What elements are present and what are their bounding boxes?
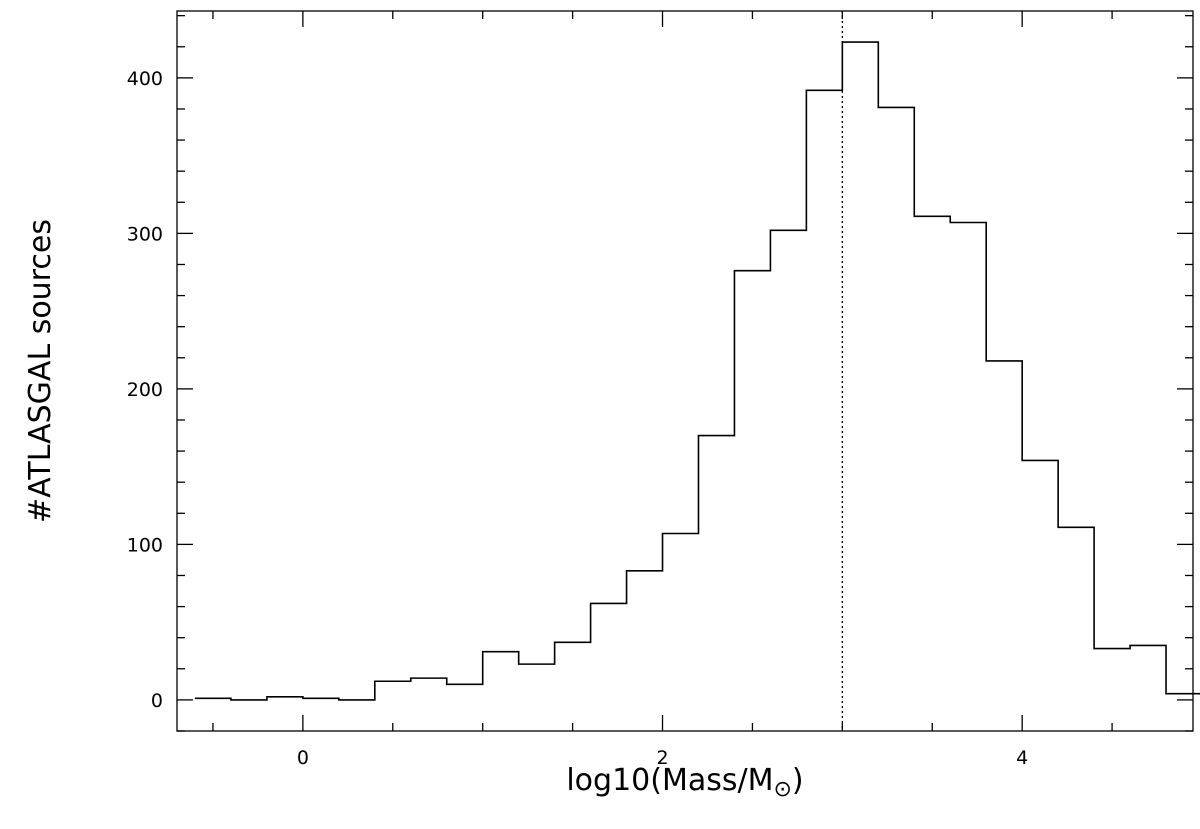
histogram-bin bbox=[1130, 645, 1166, 699]
histogram-bin bbox=[734, 271, 770, 700]
histogram-bin bbox=[627, 571, 663, 700]
y-tick-labels: 0 100 200 300 400 bbox=[127, 68, 163, 712]
axis-ticks bbox=[177, 11, 1193, 732]
y-tick-label: 0 bbox=[151, 690, 163, 712]
histogram-bin bbox=[519, 664, 555, 700]
sun-symbol: ⊙ bbox=[773, 777, 791, 802]
histogram-outline bbox=[194, 41, 1200, 701]
histogram-bin bbox=[411, 678, 447, 700]
plot-frame bbox=[176, 10, 1194, 732]
x-tick-label: 4 bbox=[1016, 747, 1028, 769]
y-axis-label: #ATLASGAL sources bbox=[23, 219, 58, 523]
histogram-bin bbox=[806, 90, 842, 700]
histogram-bins bbox=[195, 42, 1200, 700]
histogram-bin bbox=[1058, 527, 1094, 700]
histogram-bin bbox=[698, 436, 734, 700]
y-tick-label: 200 bbox=[127, 379, 163, 401]
histogram-bin bbox=[1022, 460, 1058, 699]
histogram-bin bbox=[375, 681, 411, 700]
histogram-bin bbox=[483, 652, 519, 700]
x-tick-label: 2 bbox=[656, 747, 668, 769]
histogram-bin bbox=[555, 642, 591, 700]
histogram-bin bbox=[950, 222, 986, 699]
histogram-bin bbox=[914, 216, 950, 700]
histogram-bin bbox=[591, 603, 627, 699]
x-axis-label: log10(Mass/M⊙) bbox=[566, 763, 803, 802]
histogram-bin bbox=[842, 42, 878, 700]
x-tick-label: 0 bbox=[297, 747, 309, 769]
histogram-bin bbox=[1094, 649, 1130, 700]
x-tick-labels: 0 2 4 bbox=[297, 747, 1028, 769]
y-tick-label: 400 bbox=[127, 68, 163, 90]
histogram-bin bbox=[663, 534, 699, 700]
histogram-bin bbox=[770, 230, 806, 700]
histogram-bin bbox=[447, 684, 483, 700]
y-tick-label: 300 bbox=[127, 223, 163, 245]
histogram-bin bbox=[1166, 694, 1200, 700]
histogram-bin bbox=[878, 107, 914, 699]
histogram-bin bbox=[986, 361, 1022, 700]
y-tick-label: 100 bbox=[127, 534, 163, 556]
